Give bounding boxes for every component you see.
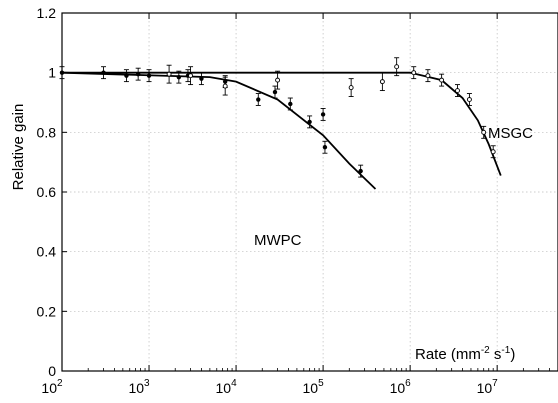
data-point-msgc <box>222 76 228 96</box>
data-point-mwpc <box>287 97 293 111</box>
marker-open <box>222 83 228 89</box>
marker-open <box>466 97 472 102</box>
data-point-mwpc <box>101 66 107 80</box>
x-tick-label: 105 <box>303 378 325 396</box>
data-point-mwpc <box>146 69 152 83</box>
y-tick-label: 0 <box>48 363 56 379</box>
marker-open <box>188 73 194 79</box>
marker-filled <box>320 112 326 117</box>
fit-curves <box>61 71 502 190</box>
data-point-msgc <box>439 73 445 87</box>
series-label-mwpc: MWPC <box>254 232 302 249</box>
marker-open <box>411 70 417 76</box>
data-point-mwpc <box>322 140 328 154</box>
y-tick-label: 0.2 <box>37 303 57 319</box>
marker-filled <box>146 73 152 78</box>
marker-filled <box>199 76 204 81</box>
data-point-msgc <box>348 78 354 97</box>
marker-filled <box>124 73 129 78</box>
y-tick-label: 0.8 <box>37 124 57 140</box>
marker-filled <box>256 97 261 102</box>
data-point-msgc <box>490 145 496 159</box>
series-label-msgc: MSGC <box>488 125 533 142</box>
x-axis-label-prefix: Rate (mm <box>415 346 481 363</box>
data-point-mwpc <box>320 108 326 121</box>
x-tick-label: 106 <box>390 378 412 396</box>
x-tick-label: 102 <box>41 378 63 396</box>
marker-open <box>490 149 496 155</box>
data-point-mwpc <box>176 70 182 84</box>
data-point-mwpc <box>307 115 313 129</box>
data-point-mwpc <box>198 72 204 86</box>
marker-open <box>481 129 487 135</box>
x-axis-label-suffix: ) <box>510 346 515 363</box>
data-points <box>59 57 496 178</box>
data-point-msgc <box>166 64 172 84</box>
axis-ticks <box>61 12 550 372</box>
marker-filled <box>307 119 312 125</box>
x-axis-label-sup-1: -2 <box>481 345 490 356</box>
x-axis-label-sup-2: -1 <box>501 345 510 356</box>
marker-open <box>379 79 385 85</box>
marker-open <box>348 85 354 91</box>
x-tick-label: 107 <box>477 378 499 396</box>
marker-filled <box>176 74 182 80</box>
data-point-msgc <box>411 66 417 80</box>
data-point-msgc <box>454 84 460 97</box>
data-point-msgc <box>188 66 194 86</box>
marker-open <box>455 88 460 94</box>
marker-open <box>394 64 400 70</box>
y-tick-label: 1 <box>48 65 56 81</box>
marker-open <box>439 77 445 83</box>
marker-open <box>425 73 431 79</box>
y-tick-label: 0.4 <box>37 244 57 260</box>
marker-filled <box>272 89 278 95</box>
fit-curve-msgc <box>62 71 502 176</box>
data-point-msgc <box>466 93 472 106</box>
y-tick-label: 1.2 <box>37 5 57 21</box>
marker-open <box>275 77 281 83</box>
data-point-msgc <box>394 57 400 77</box>
data-point-mwpc <box>123 69 129 83</box>
x-axis-label-mid: s <box>490 346 502 363</box>
data-point-msgc <box>481 125 487 139</box>
y-axis-label: Relative gain <box>10 104 27 191</box>
data-point-msgc <box>275 70 281 90</box>
fit-curve-mwpc <box>61 71 377 190</box>
data-point-mwpc <box>255 93 261 106</box>
data-point-mwpc <box>358 164 364 178</box>
marker-filled <box>135 71 141 77</box>
data-point-mwpc <box>272 85 278 99</box>
data-point-msgc <box>379 72 385 92</box>
x-axis-label: Rate (mm-2 s-1) <box>415 345 515 363</box>
marker-filled <box>101 70 106 75</box>
marker-filled <box>288 101 293 107</box>
data-point-msgc <box>425 69 431 83</box>
tick-labels: 0 0.2 0.4 0.6 0.8 1 1.2 102 103 104 105 106 107 <box>37 5 499 396</box>
marker-open <box>166 71 172 77</box>
gridlines <box>62 13 558 371</box>
data-point-mwpc <box>135 67 141 81</box>
x-tick-label: 103 <box>128 378 150 396</box>
marker-filled <box>358 168 363 174</box>
marker-filled <box>322 145 328 150</box>
y-tick-label: 0.6 <box>37 184 57 200</box>
x-tick-label: 104 <box>215 378 237 396</box>
